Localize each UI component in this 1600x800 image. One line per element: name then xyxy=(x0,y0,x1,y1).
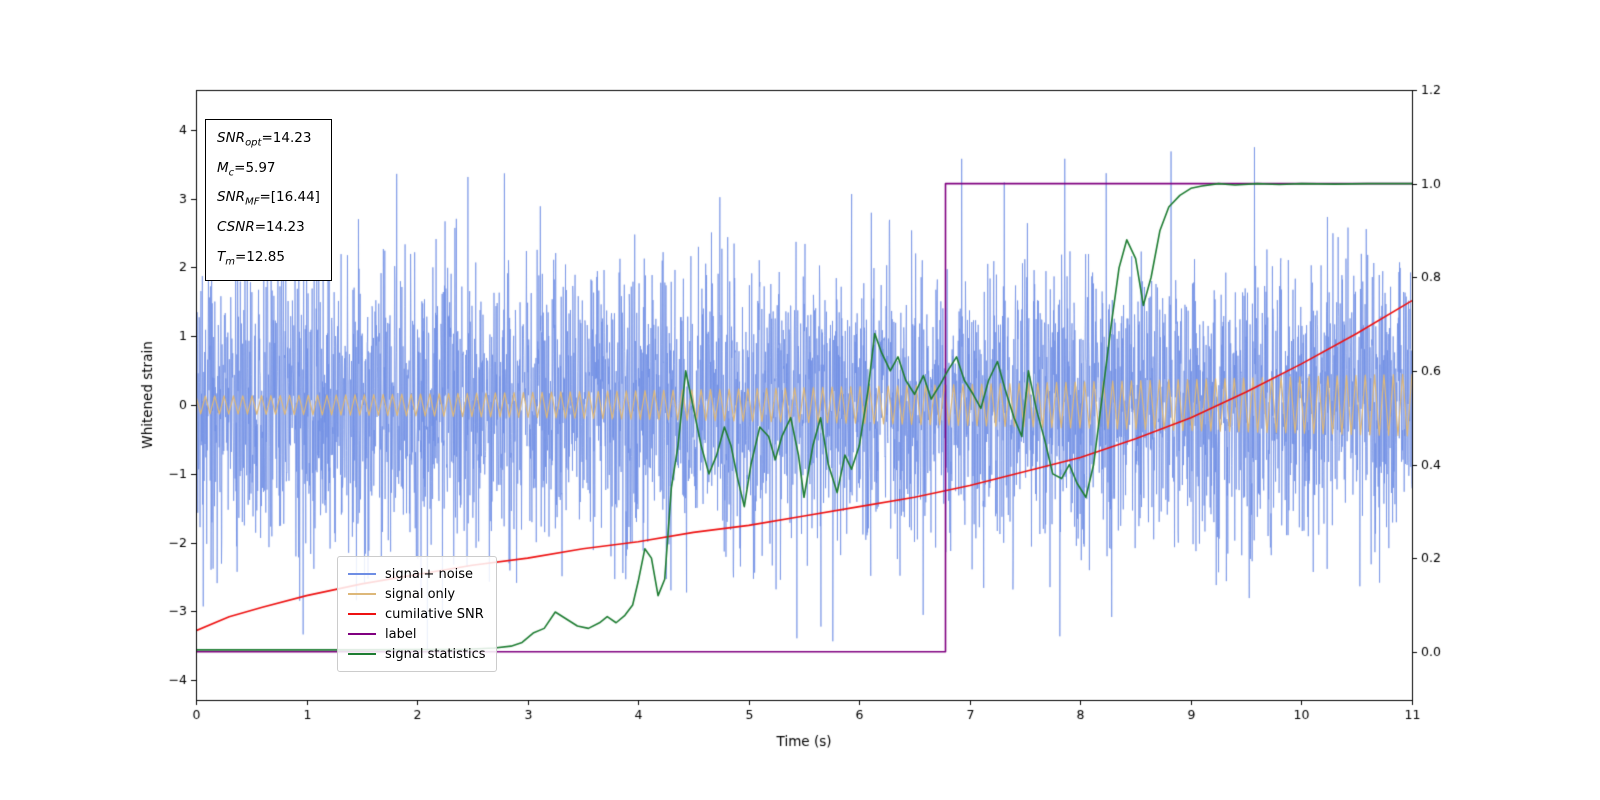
annotation-box: SNRopt=14.23 Mc=5.97 SNRMF=[16.44] CSNR=… xyxy=(205,119,332,282)
legend: signal+ noise signal only cumilative SNR la… xyxy=(337,556,497,672)
legend-line-swatch xyxy=(348,573,376,575)
legend-item-label: label xyxy=(385,626,417,642)
legend-item: signal only xyxy=(348,584,486,604)
legend-item: signal statistics xyxy=(348,644,486,664)
legend-item: signal+ noise xyxy=(348,564,486,584)
legend-line-swatch xyxy=(348,613,376,615)
annotation-line-tm: Tm=12.85 xyxy=(217,248,285,268)
annotation-line-csnr: CSNR=14.23 xyxy=(217,219,305,236)
annotation-line-snr-opt: SNRopt=14.23 xyxy=(217,130,312,149)
legend-item: label xyxy=(348,624,486,644)
legend-item-label: signal only xyxy=(385,586,456,602)
legend-item-label: signal+ noise xyxy=(385,566,474,582)
legend-item-label: signal statistics xyxy=(385,646,486,662)
legend-line-swatch xyxy=(348,593,376,595)
legend-line-swatch xyxy=(348,653,376,655)
legend-item-label: cumilative SNR xyxy=(385,606,484,622)
annotation-line-snr-mf: SNRMF=[16.44] xyxy=(217,189,320,209)
annotation-line-mc: Mc=5.97 xyxy=(217,159,276,179)
legend-line-swatch xyxy=(348,633,376,635)
legend-item: cumilative SNR xyxy=(348,604,486,624)
